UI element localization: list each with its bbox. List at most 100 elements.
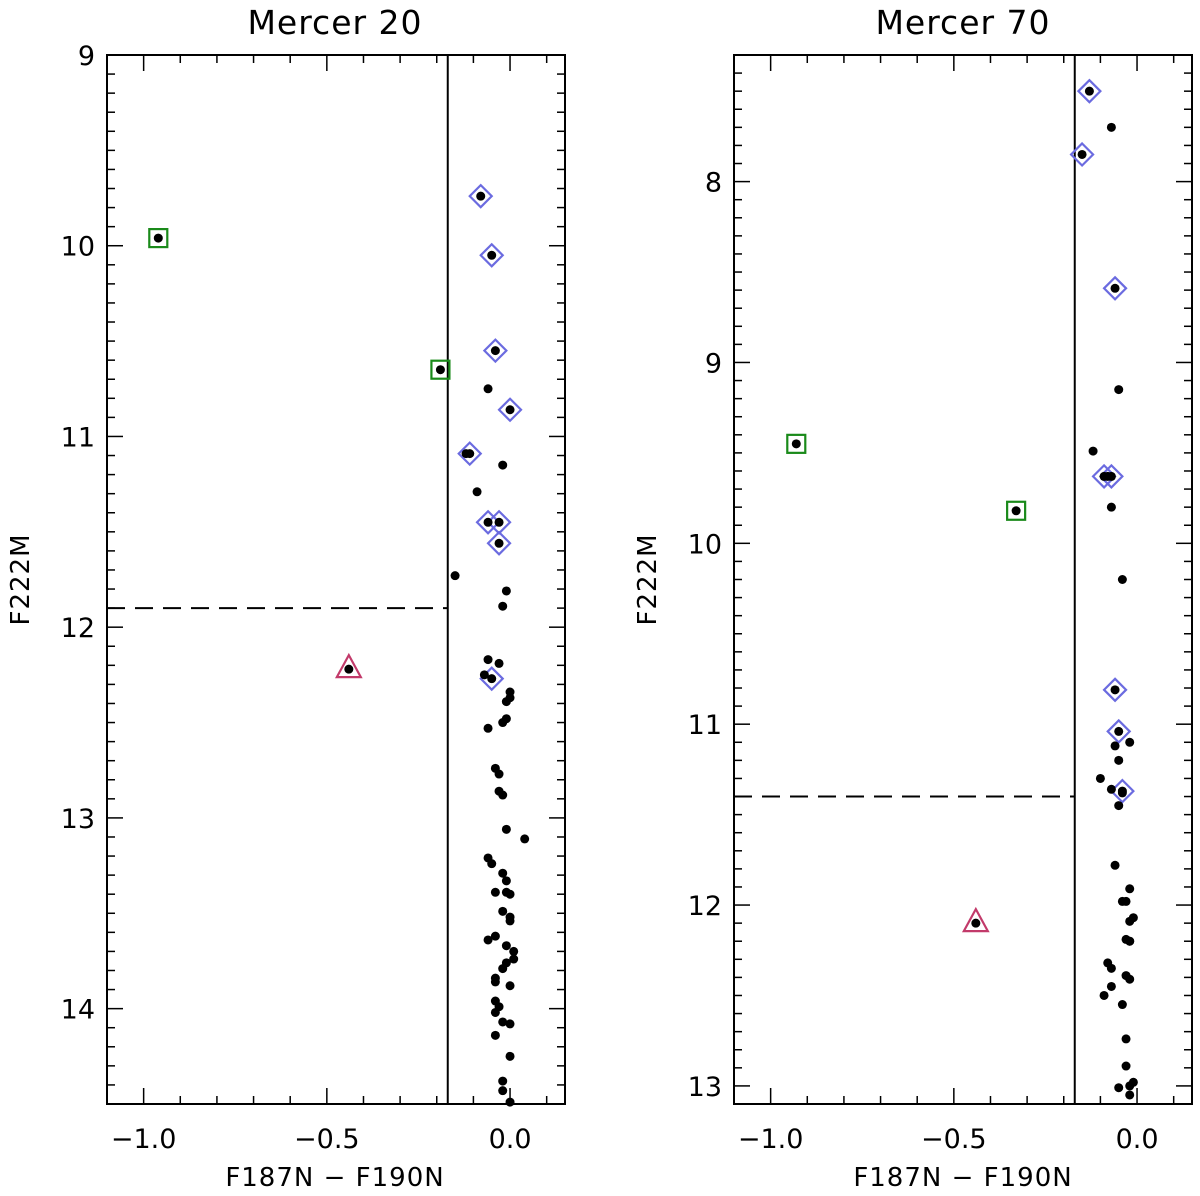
data-point [494, 517, 504, 527]
data-point [1114, 726, 1124, 736]
data-point [483, 723, 493, 733]
data-point [501, 586, 511, 596]
plot-frame [106, 54, 566, 1105]
data-point [498, 868, 508, 878]
data-point [1125, 1090, 1135, 1100]
diamond-marker [1106, 718, 1132, 744]
data-point [1106, 502, 1116, 512]
diamond-marker [1102, 677, 1128, 703]
data-point [494, 538, 504, 548]
data-point [1110, 741, 1120, 751]
y-tick-label: 8 [705, 168, 722, 199]
data-point [487, 674, 497, 684]
data-point [1125, 884, 1135, 894]
square-marker [786, 433, 807, 454]
data-point [971, 918, 981, 928]
diamond-marker [475, 509, 501, 535]
x-tick-label: −0.5 [294, 1124, 360, 1155]
y-tick-label: 9 [705, 348, 722, 379]
x-tick-label: −0.5 [921, 1124, 987, 1155]
y-tick-label: 14 [61, 995, 95, 1026]
data-point [472, 487, 482, 497]
data-point [498, 964, 508, 974]
data-point [1106, 963, 1116, 973]
data-point [1088, 446, 1098, 456]
data-point [490, 977, 500, 987]
x-tick-label: −1.0 [111, 1124, 177, 1155]
data-point [505, 981, 515, 991]
data-point [1114, 1083, 1124, 1093]
data-point [498, 460, 508, 470]
data-point [1117, 575, 1127, 584]
data-point [1106, 784, 1116, 794]
y-tick-label: 13 [688, 1072, 722, 1103]
y-tick-label: 11 [688, 710, 722, 741]
panel-mercer-70: −1.0 −0.5 0.0 8 9 10 11 12 13 Mercer 70 F187N − F1… [633, 3, 1193, 1193]
data-point [1121, 1034, 1131, 1044]
data-point [490, 1030, 500, 1040]
data-point [505, 1097, 515, 1107]
panel-title: Mercer 20 [247, 3, 422, 42]
data-point [520, 834, 530, 844]
data-point [1110, 283, 1120, 293]
data-point [490, 931, 500, 941]
data-point [505, 1019, 515, 1029]
data-point [450, 571, 460, 581]
data-point [498, 906, 508, 916]
x-tick-label: 0.0 [1116, 1124, 1159, 1155]
data-point [490, 1007, 500, 1017]
diamond-marker [479, 242, 505, 268]
data-point [487, 859, 497, 869]
data-point [1125, 1081, 1135, 1091]
data-point [498, 1086, 508, 1096]
data-point [483, 655, 493, 665]
panel-title: Mercer 70 [875, 3, 1050, 42]
data-point [1121, 896, 1131, 906]
data-point [505, 916, 515, 926]
data-point [509, 946, 519, 956]
data-point [1077, 149, 1087, 159]
y-tick-label: 12 [61, 613, 95, 644]
data-point [1110, 860, 1120, 870]
diamond-marker [497, 397, 523, 423]
data-point [494, 658, 504, 668]
data-point [1114, 385, 1124, 395]
data-point [1106, 122, 1116, 132]
data-point [498, 1017, 508, 1027]
data-point [498, 1076, 508, 1086]
data-point [505, 405, 515, 415]
data-point [791, 439, 801, 449]
data-point [1121, 1061, 1131, 1071]
data-point [1125, 936, 1135, 946]
data-point [1114, 755, 1124, 765]
data-point [1117, 1000, 1127, 1010]
data-point [509, 954, 519, 964]
square-marker [1006, 500, 1027, 521]
data-point [1125, 737, 1135, 747]
x-tick-label: 0.0 [489, 1124, 532, 1155]
data-point [498, 601, 508, 611]
data-point [1095, 773, 1105, 783]
data-point [1106, 981, 1116, 991]
data-point [1084, 86, 1094, 96]
diamond-marker [486, 530, 512, 556]
diamond-marker [482, 338, 508, 364]
data-point [501, 876, 511, 886]
diamond-marker [1069, 141, 1095, 168]
diamond-marker [457, 441, 483, 467]
data-point [483, 935, 493, 945]
y-tick-label: 11 [61, 422, 95, 453]
data-point [498, 790, 508, 800]
data-point [501, 941, 511, 951]
data-point [494, 769, 504, 779]
data-point [476, 191, 486, 201]
data-point [498, 718, 508, 728]
y-axis-title: F222M [633, 533, 663, 625]
data-point [483, 384, 493, 394]
data-point [1110, 685, 1120, 695]
data-point [479, 670, 489, 680]
data-point [153, 233, 163, 243]
data-point [1114, 801, 1124, 811]
triangle-marker [961, 906, 990, 933]
